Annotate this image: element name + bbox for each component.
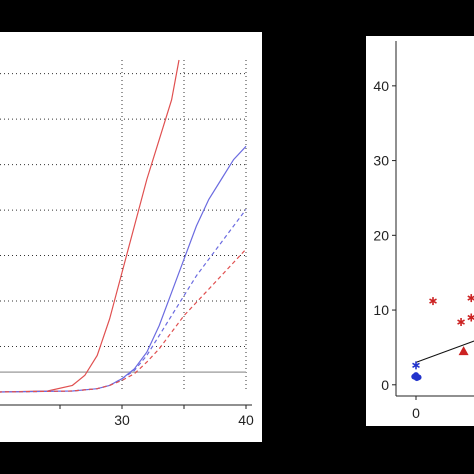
- series-line-2: [0, 145, 247, 393]
- y-tick-label: 10: [373, 302, 389, 318]
- x-tick-label: 30: [114, 412, 130, 428]
- data-point: [429, 297, 437, 306]
- y-tick-label: 30: [373, 153, 389, 169]
- data-point: [467, 294, 474, 303]
- regression-line: [415, 340, 474, 363]
- series-line-1: [0, 59, 180, 393]
- top-black-bar-right: [287, 0, 474, 32]
- data-point: [413, 375, 420, 382]
- top-black-bar-left: [0, 0, 237, 32]
- data-point: [458, 346, 469, 356]
- data-point: [457, 318, 465, 327]
- data-point: [467, 313, 474, 322]
- x-tick-label: 0: [412, 405, 420, 421]
- x-tick-label: 40: [238, 412, 254, 428]
- y-tick-label: 0: [381, 377, 389, 393]
- y-tick-label: 40: [373, 78, 389, 94]
- correlation-scatter-chart: 0 10 20 30 40 0: [373, 41, 474, 421]
- data-point: [412, 361, 420, 370]
- y-tick-label: 20: [373, 227, 389, 243]
- amplification-line-chart: 30 40: [0, 59, 254, 428]
- scatter-chart-panel: 0 10 20 30 40 0: [366, 36, 474, 426]
- series-line-3: [0, 209, 247, 393]
- amplification-chart-panel: 30 40: [0, 32, 262, 442]
